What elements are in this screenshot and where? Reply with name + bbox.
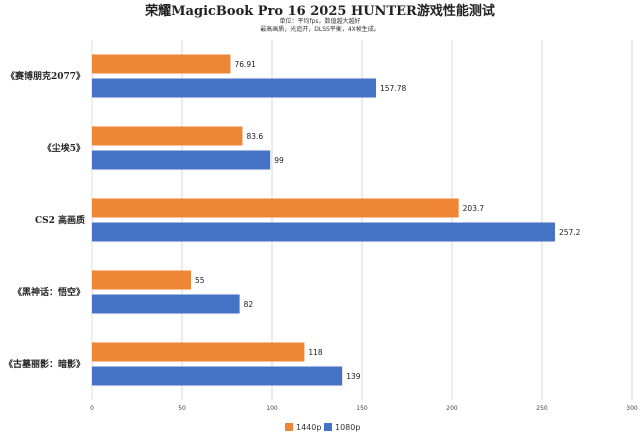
chart-title: 荣耀MagicBook Pro 16 2025 HUNTER游戏性能测试: [144, 3, 495, 19]
bar-1080p-3: [92, 294, 240, 314]
x-tick-label: 150: [356, 405, 368, 412]
category-label: 《尘埃5》: [43, 142, 85, 154]
bar-1440p-4: [92, 342, 305, 362]
data-label: 139: [346, 372, 361, 381]
bar-1080p-2: [92, 222, 555, 242]
x-tick-label: 300: [626, 405, 638, 412]
chart-subtitle-line-2: 最高画质，光追开，DLSS平衡，4X帧生成。: [260, 25, 380, 33]
data-label: 203.7: [463, 204, 485, 213]
bar-1080p-1: [92, 150, 271, 170]
bar-1080p-4: [92, 366, 343, 386]
bar-1440p-2: [92, 198, 459, 218]
data-label: 118: [308, 348, 323, 357]
category-label: 《黑神话：悟空》: [13, 286, 85, 298]
x-tick-label: 50: [178, 405, 186, 412]
bar-1440p-0: [92, 54, 231, 74]
category-label: 《古墓丽影：暗影》: [4, 358, 85, 370]
bar-1440p-1: [92, 126, 243, 146]
data-label: 83.6: [246, 132, 263, 141]
category-label: CS2 高画质: [35, 214, 85, 226]
category-label: 《赛博朋克2077》: [6, 70, 85, 82]
bar-1080p-0: [92, 78, 377, 98]
data-label: 82: [244, 300, 254, 309]
x-tick-label: 250: [536, 405, 548, 412]
x-tick-label: 200: [446, 405, 458, 412]
legend: 1440p 1080p: [285, 423, 360, 432]
data-label: 55: [195, 276, 205, 285]
legend-label-1080p: 1080p: [335, 423, 360, 432]
legend-swatch-1080p: [324, 423, 332, 431]
chart-subtitle-line-1: 单位：平均fps，数值越大越好: [279, 17, 360, 25]
data-label: 99: [274, 156, 284, 165]
legend-label-1440p: 1440p: [296, 423, 321, 432]
legend-swatch-1440p: [285, 423, 293, 431]
x-tick-label: 0: [90, 405, 94, 412]
x-tick-label: 100: [266, 405, 278, 412]
data-label: 76.91: [234, 60, 256, 69]
data-label: 157.78: [380, 84, 406, 93]
bar-1440p-3: [92, 270, 191, 290]
data-label: 257.2: [559, 228, 581, 237]
